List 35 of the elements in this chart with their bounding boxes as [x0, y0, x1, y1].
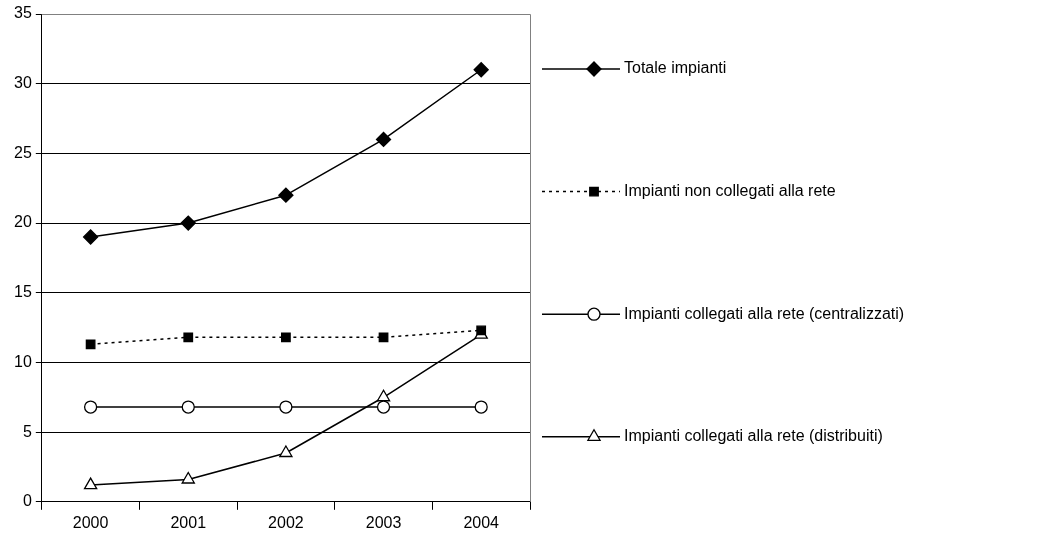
- point: [181, 471, 195, 484]
- point: [473, 62, 489, 78]
- point: [376, 400, 391, 414]
- y-tick-label: 30: [14, 74, 32, 92]
- y-tick-label: 10: [14, 352, 32, 370]
- y-tick-label: 25: [14, 143, 32, 161]
- point: [378, 332, 389, 343]
- point: [278, 187, 294, 203]
- y-tick-label: 0: [22, 492, 32, 510]
- point: [279, 400, 293, 414]
- point: [183, 332, 194, 343]
- legend-label: Impianti collegati alla rete (distribuiti): [624, 427, 883, 445]
- point: [279, 445, 293, 458]
- y-tick-label: 15: [14, 283, 32, 301]
- y-tick-label: 5: [22, 422, 32, 440]
- point: [376, 389, 391, 402]
- point: [281, 332, 291, 343]
- legend-label: Totale impianti: [624, 59, 727, 77]
- x-tick-label: 2002: [268, 513, 304, 531]
- point: [83, 477, 98, 490]
- x-tick-label: 2000: [72, 513, 109, 531]
- x-tick-label: 2003: [365, 513, 402, 531]
- y-tick-label: 35: [14, 4, 32, 22]
- x-tick-label: 2004: [463, 513, 500, 531]
- legend-label: Impianti non collegati alla rete: [624, 182, 836, 200]
- point: [181, 400, 195, 414]
- y-tick-label: 20: [14, 213, 32, 231]
- point: [474, 400, 488, 414]
- legend-label: Impianti collegati alla rete (centralizzati): [624, 304, 905, 322]
- point: [83, 400, 98, 414]
- point: [375, 131, 392, 148]
- point: [180, 215, 196, 231]
- x-tick-label: 2001: [170, 513, 207, 531]
- point: [82, 229, 99, 245]
- point: [85, 339, 96, 350]
